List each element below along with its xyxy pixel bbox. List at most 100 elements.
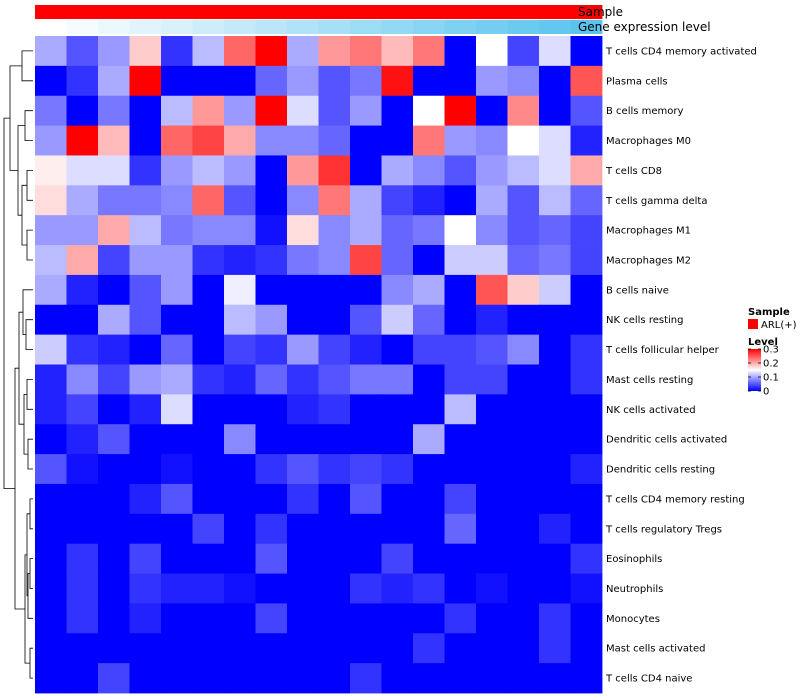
heatmap-cell (98, 155, 130, 186)
heatmap-cell (507, 364, 540, 395)
heatmap-cell (129, 663, 162, 694)
heatmap-cell (66, 394, 99, 425)
heatmap-cell (413, 274, 445, 306)
gene-expression-cell (539, 20, 571, 34)
sample-legend-swatch (748, 319, 758, 329)
heatmap-cell (192, 125, 225, 156)
heatmap-cell (350, 36, 382, 67)
heatmap-cell (507, 155, 540, 186)
heatmap-cell (66, 334, 99, 365)
heatmap-cell (318, 543, 351, 574)
heatmap-cell (192, 364, 225, 395)
heatmap-cell (444, 364, 477, 395)
heatmap-cell (255, 65, 288, 97)
heatmap-cell (161, 215, 193, 246)
heatmap-cell (570, 543, 603, 574)
heatmap-cell (287, 245, 319, 276)
heatmap-cell (539, 483, 571, 515)
row-label: T cells gamma delta (605, 196, 707, 207)
heatmap-cell (66, 65, 99, 97)
heatmap-cell (318, 663, 351, 694)
heatmap-cell (507, 513, 540, 545)
heatmap-cell (350, 364, 382, 395)
heatmap-cell (350, 274, 382, 306)
row-label: Dendritic cells activated (606, 435, 727, 446)
heatmap-cell (129, 394, 162, 425)
heatmap-cell (539, 424, 571, 455)
heatmap-cell (318, 125, 351, 156)
heatmap-cell (161, 394, 193, 425)
heatmap-cell (444, 245, 477, 276)
heatmap-cell (192, 304, 225, 336)
heatmap-cell (129, 304, 162, 336)
gene-expression-cell (318, 20, 351, 34)
heatmap-cell (255, 483, 288, 515)
heatmap-cell (66, 274, 99, 306)
heatmap-cell (224, 334, 256, 365)
heatmap-cell (129, 245, 162, 276)
heatmap-cell (129, 65, 162, 97)
row-label: T cells CD4 memory activated (605, 46, 757, 57)
heatmap-cell (161, 334, 193, 365)
heatmap-cell (35, 334, 67, 365)
row-label: T cells CD4 memory resting (605, 494, 745, 505)
sample-annotation-cell (444, 5, 477, 19)
heatmap-cell (539, 125, 571, 156)
heatmap-cell (381, 543, 414, 574)
heatmap-cell (192, 663, 225, 694)
sample-annotation-cell (255, 5, 288, 19)
heatmap-cell (224, 543, 256, 574)
heatmap-cell (381, 245, 414, 276)
sample-annotation-cell (539, 5, 571, 19)
heatmap-cell (350, 304, 382, 336)
level-tick-label: 0.2 (763, 359, 779, 370)
heatmap-cell (413, 95, 445, 126)
heatmap-cell (539, 543, 571, 574)
heatmap-cell (507, 334, 540, 365)
heatmap-cell (287, 155, 319, 186)
heatmap-cell (350, 95, 382, 126)
heatmap-cell (476, 215, 508, 246)
heatmap-cell (98, 424, 130, 455)
heatmap-cell (161, 155, 193, 186)
heatmap-cell (35, 95, 67, 126)
heatmap-cell (318, 65, 351, 97)
heatmap-cell (287, 543, 319, 574)
heatmap-cell (192, 454, 225, 485)
heatmap-cell (35, 215, 67, 246)
heatmap-cell (192, 483, 225, 515)
heatmap-cell (318, 483, 351, 515)
heatmap-cell (539, 603, 571, 634)
heatmap-cell (192, 95, 225, 126)
row-label: NK cells resting (606, 315, 683, 326)
heatmap-cell (98, 215, 130, 246)
heatmap-cell (161, 424, 193, 455)
heatmap-cell (192, 36, 225, 67)
heatmap-cell (255, 274, 288, 306)
heatmap-cell (507, 603, 540, 634)
heatmap-cell (35, 155, 67, 186)
dendrogram-branch (29, 558, 33, 589)
heatmap-cell (318, 573, 351, 604)
heatmap-cell (444, 483, 477, 515)
heatmap-cell (255, 513, 288, 545)
heatmap-cell (476, 513, 508, 545)
heatmap-cell (161, 304, 193, 336)
sample-annotation-cell (129, 5, 162, 19)
level-legend: Level 0.3 0.2 0.1 0 (748, 337, 779, 398)
heatmap-cell (255, 95, 288, 126)
sample-annotation-cell (192, 5, 225, 19)
heatmap-cell (287, 215, 319, 246)
heatmap-cell (570, 185, 603, 216)
heatmap-cell (507, 215, 540, 246)
heatmap-cell (476, 394, 508, 425)
heatmap-cell (35, 424, 67, 455)
heatmap-cell (287, 663, 319, 694)
row-label: T cells CD8 (605, 166, 662, 177)
heatmap-cell (66, 663, 99, 694)
heatmap-cell (224, 304, 256, 336)
heatmap-cell (539, 334, 571, 365)
heatmap-cell (350, 603, 382, 634)
heatmap-cell (570, 513, 603, 545)
heatmap-cell (476, 274, 508, 306)
